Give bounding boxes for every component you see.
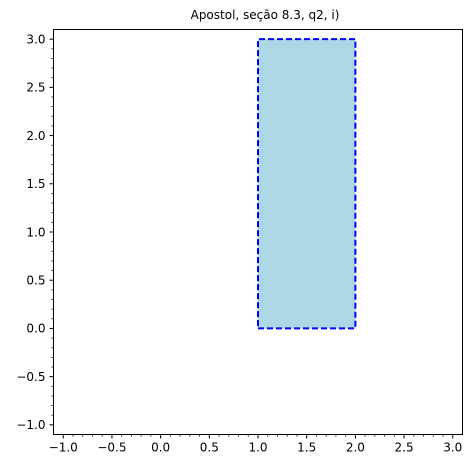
y-tick-label: 0.5 — [26, 274, 45, 288]
y-axis-ticks: −1.0 −0.5 0.0 0.5 1.0 1.5 2.0 2.5 3.0 — [16, 32, 54, 432]
minor-ticks — [51, 48, 444, 437]
y-tick-label: 2.0 — [26, 129, 45, 143]
y-tick-label: 1.5 — [26, 177, 45, 191]
chart-title: Apostol, seção 8.3, q2, i) — [191, 8, 340, 22]
y-tick-label: 3.0 — [26, 32, 45, 46]
y-tick-label: −1.0 — [16, 418, 45, 432]
x-tick-label: 2.0 — [346, 441, 365, 455]
y-tick-label: 0.0 — [26, 322, 45, 336]
x-tick-label: 1.0 — [248, 441, 267, 455]
region-boundary — [257, 38, 357, 330]
x-tick-label: 2.5 — [395, 441, 414, 455]
x-tick-label: 3.0 — [443, 441, 462, 455]
x-tick-label: 1.5 — [297, 441, 316, 455]
x-axis-ticks: −1.0 −0.5 0.0 0.5 1.0 1.5 2.0 2.5 3.0 — [49, 434, 462, 455]
x-tick-label: −1.0 — [49, 441, 78, 455]
x-tick-label: 0.5 — [200, 441, 219, 455]
y-tick-label: 2.5 — [26, 81, 45, 95]
region-layer — [257, 38, 357, 330]
y-tick-label: 1.0 — [26, 225, 45, 239]
y-tick-label: −0.5 — [16, 370, 45, 384]
x-tick-label: −0.5 — [97, 441, 126, 455]
x-tick-label: 0.0 — [151, 441, 170, 455]
shaded-region — [258, 39, 356, 329]
